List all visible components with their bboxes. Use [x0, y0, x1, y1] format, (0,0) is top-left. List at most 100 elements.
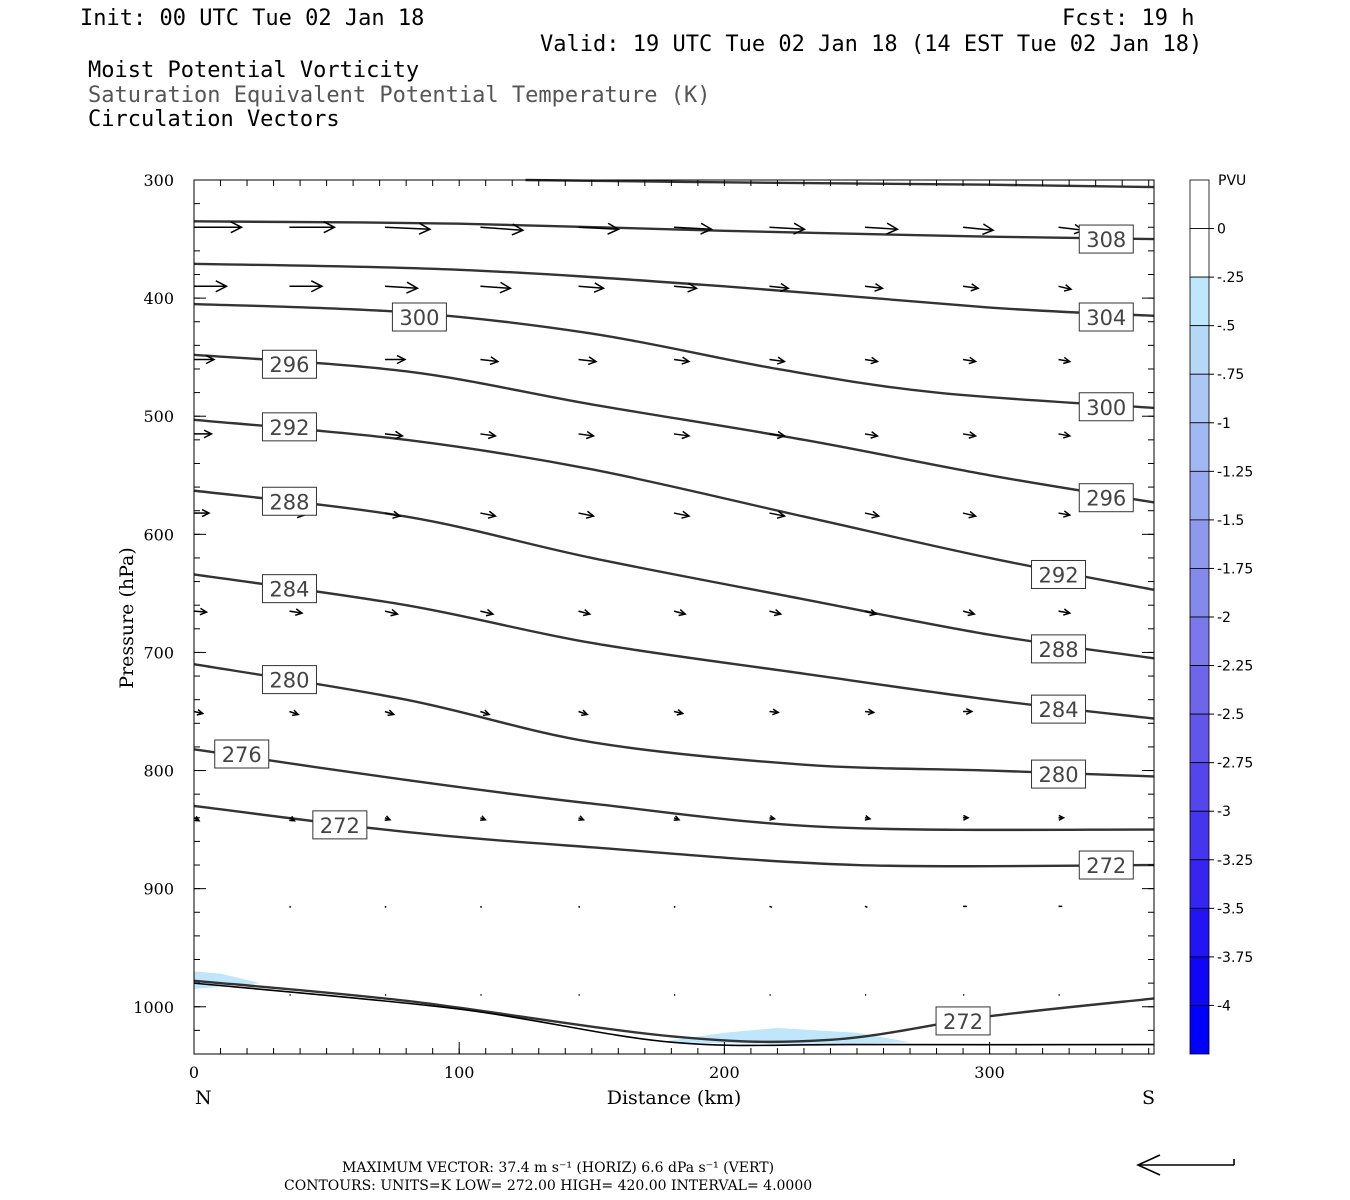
- circulation-vector: [864, 283, 885, 292]
- colorbar-label: -2.75: [1217, 756, 1253, 772]
- vector-head: [776, 510, 787, 519]
- vector-head: [390, 608, 400, 617]
- circulation-vector: [673, 282, 699, 293]
- field-title-pv: Moist Potential Vorticity: [88, 58, 419, 83]
- vector-head: [776, 356, 787, 365]
- vector-head: [1063, 356, 1072, 365]
- circulation-vector: [480, 815, 487, 822]
- vector-head: [870, 356, 880, 365]
- circulation-vector: [480, 356, 500, 366]
- footer-contour-info: CONTOURS: UNITS=K LOW= 272.00 HIGH= 420.…: [284, 1178, 812, 1194]
- vector-head: [776, 430, 787, 440]
- circulation-vector: [480, 510, 498, 519]
- vector-shaft: [193, 610, 207, 613]
- vector-head: [869, 608, 878, 617]
- contour-label-box: [312, 810, 368, 840]
- vector-head: [205, 354, 216, 365]
- vector-shaft: [480, 512, 496, 517]
- circulation-vector: [578, 905, 581, 908]
- vector-head: [482, 709, 491, 717]
- contour-label-296: 296: [1086, 487, 1126, 511]
- circulation-vector: [962, 608, 976, 617]
- vector-shaft: [769, 610, 781, 615]
- vector-head: [864, 814, 872, 821]
- circulation-vector: [194, 429, 214, 439]
- colorbar-unit: PVU: [1218, 173, 1246, 189]
- circulation-vector: [962, 283, 980, 292]
- contour-label-layer: 308 304 300 300 296 296 292 292 288 288 284 284 280 2…: [214, 224, 1134, 1036]
- vector-layer: [193, 221, 1086, 996]
- vector-head: [681, 430, 691, 440]
- vector-head: [968, 431, 978, 439]
- circulation-vector: [384, 281, 420, 294]
- colorbar-label: -1.25: [1217, 464, 1253, 480]
- vector-head: [585, 510, 596, 519]
- vector-head: [1058, 814, 1066, 821]
- y-tick-label: 700: [143, 643, 174, 662]
- colorbar-label: -.25: [1217, 270, 1244, 286]
- contour-line-304: [193, 262, 1155, 318]
- colorbar-label: -3.5: [1217, 901, 1244, 917]
- contour-label-276: 276: [222, 743, 262, 767]
- vector-shaft: [864, 226, 898, 230]
- circulation-vector: [578, 608, 592, 617]
- vector-head: [607, 222, 621, 235]
- circulation-vector: [194, 508, 211, 518]
- contour-line-300: [193, 302, 1155, 410]
- circulation-vector: [289, 709, 300, 717]
- contour-label-box: [261, 486, 317, 516]
- contour-line-292: [193, 418, 1155, 592]
- vector-shaft: [769, 285, 789, 290]
- vector-head: [487, 430, 498, 440]
- colorbar-swatch: [1189, 373, 1210, 424]
- footer-max-vector: MAXIMUM VECTOR: 37.4 m s⁻¹ (HORIZ) 6.6 d…: [342, 1160, 774, 1176]
- colorbar-label: -2.5: [1217, 707, 1244, 723]
- colorbar: 0 -.25 -.5 -.75 -1 -1.25 -1.5 -1.75 -2 -2.25 -2.5 -…: [1189, 179, 1253, 1055]
- y-tick-label: 600: [143, 525, 174, 544]
- contour-line-276: [193, 748, 1155, 832]
- vector-shaft: [673, 512, 690, 517]
- vector-head: [511, 223, 525, 236]
- circulation-vector: [673, 815, 681, 822]
- valid-time: Valid: 19 UTC Tue 02 Jan 18 (14 EST Tue …: [540, 32, 1202, 57]
- colorbar-label: -4: [1217, 998, 1231, 1014]
- vector-head: [681, 356, 691, 365]
- vector-head: [387, 709, 396, 717]
- vector-shaft: [673, 285, 697, 290]
- circulation-vector: [864, 708, 876, 716]
- circulation-vector: [578, 815, 586, 822]
- circulation-vector: [384, 709, 396, 717]
- vector-head: [480, 815, 487, 822]
- circulation-vector: [384, 510, 402, 519]
- vector-shaft: [1058, 285, 1072, 291]
- circulation-vector: [193, 708, 205, 716]
- contour-label-288: 288: [269, 490, 309, 514]
- surface-line: [193, 982, 1155, 1047]
- contour-label-box: [1078, 224, 1134, 254]
- vector-head: [323, 221, 337, 234]
- contour-label-292: 292: [1038, 563, 1078, 587]
- x-tick-label: 300: [974, 1063, 1005, 1082]
- vector-head: [772, 708, 780, 716]
- vector-shaft: [1058, 358, 1070, 363]
- circulation-vector: [384, 905, 387, 908]
- circulation-vector: [769, 356, 787, 365]
- vector-head: [199, 607, 209, 616]
- vector-shaft: [962, 285, 979, 290]
- vector-head: [676, 708, 685, 716]
- circulation-vector: [673, 708, 685, 716]
- vector-shaft: [673, 358, 690, 363]
- vector-shaft: [864, 512, 879, 517]
- vector-shaft: [578, 285, 604, 290]
- vector-shaft: [864, 610, 877, 615]
- vector-head: [230, 221, 244, 234]
- colorbar-label: -.75: [1217, 367, 1244, 383]
- circulation-vector: [864, 608, 878, 617]
- vector-shaft: [480, 433, 496, 437]
- vector-head: [886, 222, 900, 235]
- field-title-theta: Saturation Equivalent Potential Temperat…: [88, 83, 711, 108]
- contour-label-box: [1078, 302, 1134, 332]
- colorbar-swatch: [1189, 325, 1210, 375]
- circulation-vector: [864, 905, 868, 909]
